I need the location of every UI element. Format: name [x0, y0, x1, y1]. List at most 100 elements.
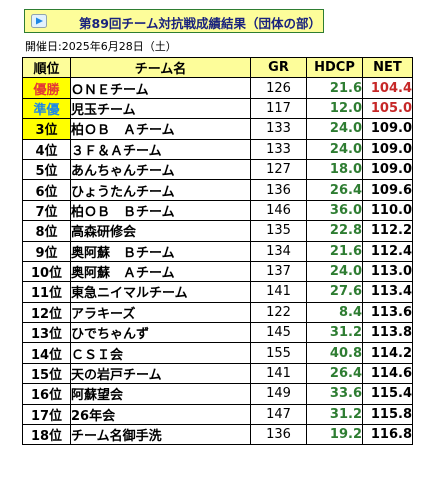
hdcp-cell: 24.0 — [306, 118, 363, 140]
hdcp-cell: 33.6 — [306, 383, 363, 405]
table-row: 7位 柏ＯＢ Ｂチーム 146 36.0 110.0 — [22, 199, 413, 222]
gr-cell: 127 — [250, 158, 307, 181]
rank-cell: 6位 — [22, 179, 71, 201]
rank-cell: 9位 — [22, 240, 71, 262]
team-name-cell: 柏ＯＢ Ａチーム — [70, 118, 251, 140]
hdcp-cell: 26.4 — [306, 179, 363, 201]
gr-cell: 117 — [250, 97, 307, 120]
hdcp-cell: 22.8 — [306, 220, 363, 242]
net-cell: 109.6 — [362, 179, 413, 201]
team-name-cell: 高森研修会 — [70, 220, 251, 242]
title-banner: 第89回チーム対抗戦成績結果（団体の部） — [24, 9, 324, 33]
team-name-cell: ３Ｆ＆Ａチーム — [70, 138, 251, 160]
gr-cell: 133 — [250, 138, 307, 160]
rank-cell: 優勝 — [22, 77, 71, 99]
team-name-cell: 26年会 — [70, 403, 251, 426]
header-team-name: チーム名 — [70, 56, 251, 79]
net-cell: 115.4 — [362, 383, 413, 405]
net-cell: 113.0 — [362, 260, 413, 283]
table-row: 4位 ３Ｆ＆Ａチーム 133 24.0 109.0 — [22, 138, 413, 160]
gr-cell: 136 — [250, 424, 307, 446]
net-cell: 109.0 — [362, 118, 413, 140]
team-name-cell: ＣＳＩ会 — [70, 342, 251, 364]
net-cell: 105.0 — [362, 97, 413, 120]
rank-cell: 12位 — [22, 301, 71, 324]
team-name-cell: 天の岩戸チーム — [70, 362, 251, 385]
team-name-cell: ひょうたんチーム — [70, 179, 251, 201]
rank-cell: 7位 — [22, 199, 71, 222]
table-row: 11位 東急ニイマルチーム 141 27.6 113.4 — [22, 281, 413, 303]
hdcp-cell: 24.0 — [306, 260, 363, 283]
header-net: NET — [362, 56, 413, 79]
rank-cell: 15位 — [22, 362, 71, 385]
rank-cell: 17位 — [22, 403, 71, 426]
net-cell: 104.4 — [362, 77, 413, 99]
rank-cell: 11位 — [22, 281, 71, 303]
hdcp-cell: 26.4 — [306, 362, 363, 385]
gr-cell: 146 — [250, 199, 307, 222]
hdcp-cell: 31.2 — [306, 322, 363, 344]
gr-cell: 141 — [250, 281, 307, 303]
gr-cell: 137 — [250, 260, 307, 283]
table-row: 13位 ひでちゃんず 145 31.2 113.8 — [22, 322, 413, 344]
team-name-cell: アラキーズ — [70, 301, 251, 324]
rank-cell: 8位 — [22, 220, 71, 242]
rank-cell: 10位 — [22, 260, 71, 283]
rank-cell: 5位 — [22, 158, 71, 181]
table-row: 8位 高森研修会 135 22.8 112.2 — [22, 220, 413, 242]
hdcp-cell: 36.0 — [306, 199, 363, 222]
event-date: 開催日:2025年6月28日（土） — [25, 40, 177, 53]
rank-cell: 準優 — [22, 97, 71, 120]
rank-cell: 4位 — [22, 138, 71, 160]
rank-cell: 16位 — [22, 383, 71, 405]
table-row: 3位 柏ＯＢ Ａチーム 133 24.0 109.0 — [22, 118, 413, 140]
gr-cell: 155 — [250, 342, 307, 364]
table-row: 10位 奥阿蘇 Ａチーム 137 24.0 113.0 — [22, 260, 413, 283]
table-row: 9位 奥阿蘇 Ｂチーム 134 21.6 112.4 — [22, 240, 413, 262]
results-body: 優勝 ＯＮＥチーム 126 21.6 104.4 準優 児玉チーム 117 12.0 105.0 3… — [22, 77, 413, 446]
hdcp-cell: 12.0 — [306, 97, 363, 120]
team-name-cell: あんちゃんチーム — [70, 158, 251, 181]
header-hdcp: HDCP — [306, 56, 363, 79]
net-cell: 114.2 — [362, 342, 413, 364]
table-row: 5位 あんちゃんチーム 127 18.0 109.0 — [22, 158, 413, 181]
hdcp-cell: 18.0 — [306, 158, 363, 181]
table-row: 準優 児玉チーム 117 12.0 105.0 — [22, 97, 413, 120]
net-cell: 113.4 — [362, 281, 413, 303]
net-cell: 113.8 — [362, 322, 413, 344]
hdcp-cell: 40.8 — [306, 342, 363, 364]
header-rank: 順位 — [22, 56, 71, 79]
hdcp-cell: 21.6 — [306, 240, 363, 262]
team-name-cell: ひでちゃんず — [70, 322, 251, 344]
team-name-cell: 児玉チーム — [70, 97, 251, 120]
team-name-cell: 奥阿蘇 Ａチーム — [70, 260, 251, 283]
header-gr: GR — [250, 56, 307, 79]
team-name-cell: 阿蘇望会 — [70, 383, 251, 405]
hdcp-cell: 24.0 — [306, 138, 363, 160]
table-row: 17位 26年会 147 31.2 115.8 — [22, 403, 413, 426]
hdcp-cell: 27.6 — [306, 281, 363, 303]
gr-cell: 149 — [250, 383, 307, 405]
net-cell: 112.2 — [362, 220, 413, 242]
table-row: 優勝 ＯＮＥチーム 126 21.6 104.4 — [22, 77, 413, 99]
team-name-cell: ＯＮＥチーム — [70, 77, 251, 99]
results-table: 順位 チーム名 GR HDCP NET 優勝 ＯＮＥチーム 126 21.6 104.4… — [22, 56, 413, 446]
table-header-row: 順位 チーム名 GR HDCP NET — [22, 56, 413, 79]
net-cell: 109.0 — [362, 138, 413, 160]
team-name-cell: 奥阿蘇 Ｂチーム — [70, 240, 251, 262]
rank-cell: 18位 — [22, 424, 71, 446]
gr-cell: 136 — [250, 179, 307, 201]
table-row: 15位 天の岩戸チーム 141 26.4 114.6 — [22, 362, 413, 385]
play-arrow-icon — [31, 14, 47, 28]
team-name-cell: チーム名御手洗 — [70, 424, 251, 446]
gr-cell: 145 — [250, 322, 307, 344]
net-cell: 109.0 — [362, 158, 413, 181]
net-cell: 110.0 — [362, 199, 413, 222]
rank-cell: 14位 — [22, 342, 71, 364]
hdcp-cell: 21.6 — [306, 77, 363, 99]
table-row: 16位 阿蘇望会 149 33.6 115.4 — [22, 383, 413, 405]
page-title: 第89回チーム対抗戦成績結果（団体の部） — [79, 16, 322, 31]
gr-cell: 122 — [250, 301, 307, 324]
rank-cell: 3位 — [22, 118, 71, 140]
net-cell: 112.4 — [362, 240, 413, 262]
